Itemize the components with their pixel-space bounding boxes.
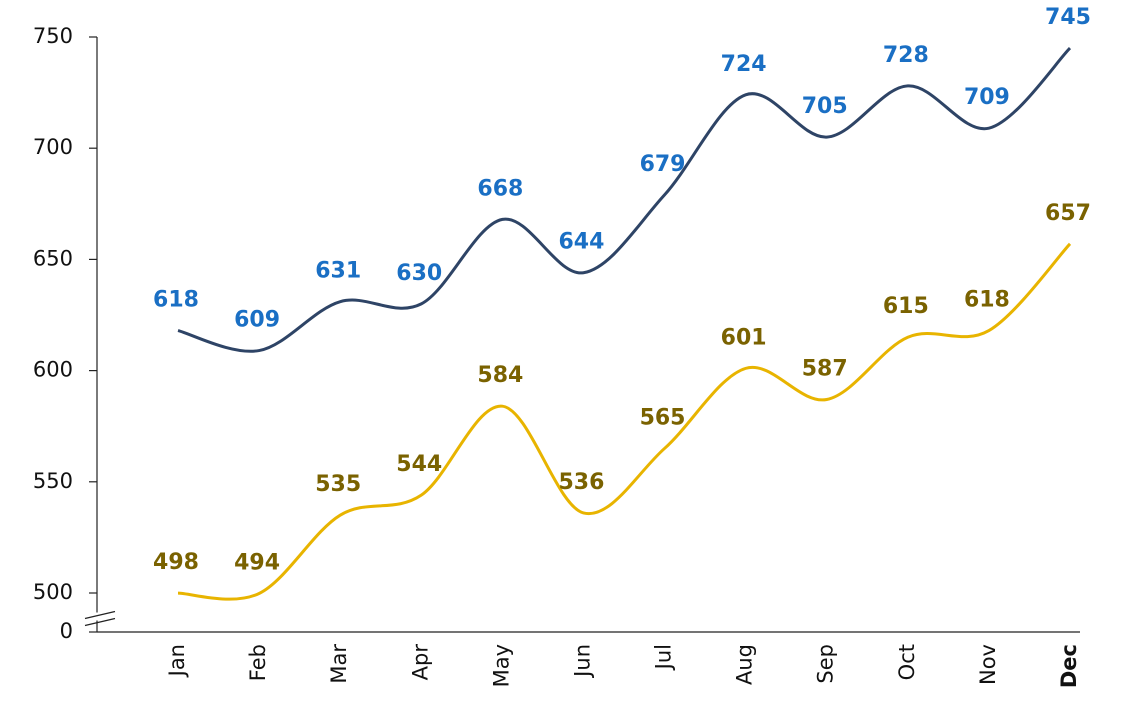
x-tick-label: Jun: [570, 644, 594, 679]
data-label: 724: [721, 52, 767, 77]
x-tick-label: Oct: [895, 644, 919, 680]
data-label: 609: [234, 308, 280, 333]
x-tick-label: Nov: [976, 644, 1000, 685]
data-label: 494: [234, 550, 280, 575]
y-tick-label: 700: [33, 135, 73, 159]
y-tick-label: 750: [33, 24, 73, 48]
x-tick-label: May: [489, 644, 513, 687]
x-tick-label: Mar: [327, 644, 351, 684]
data-label: 535: [315, 472, 361, 497]
data-label: 536: [558, 470, 604, 495]
x-tick-label: Aug: [733, 644, 757, 685]
data-label: 709: [964, 85, 1010, 110]
data-label: 745: [1045, 5, 1091, 30]
data-label: 565: [640, 405, 686, 430]
x-tick-label: Jul: [652, 644, 676, 671]
axis-break: [84, 617, 116, 627]
data-label: 618: [964, 288, 1010, 313]
y-tick-label: 650: [33, 246, 73, 270]
data-label: 618: [153, 288, 199, 313]
line: [177, 242, 1072, 601]
x-tick-label: Dec: [1057, 644, 1081, 688]
axis-break-gap: [93, 612, 101, 621]
data-label: 544: [396, 452, 442, 477]
y-tick-label: 550: [33, 469, 73, 493]
y-tick-label: 500: [33, 580, 73, 604]
data-label: 657: [1045, 201, 1091, 226]
line: [177, 47, 1072, 353]
data-label: 631: [315, 259, 361, 284]
data-label: 587: [802, 357, 848, 382]
data-label: 679: [640, 152, 686, 177]
data-label: 615: [883, 294, 929, 319]
x-tick-label: Jan: [165, 644, 189, 678]
data-label: 584: [477, 363, 523, 388]
y-tick-label: 0: [60, 619, 73, 643]
data-label: 705: [802, 94, 848, 119]
data-label: 498: [153, 550, 199, 575]
x-tick-label: Apr: [408, 644, 432, 681]
data-label: 601: [721, 325, 767, 350]
x-tick-label: Feb: [246, 644, 270, 681]
y-tick-label: 600: [33, 358, 73, 382]
data-label: 630: [396, 261, 442, 286]
data-label: 728: [883, 43, 929, 68]
data-label: 668: [477, 176, 523, 201]
axis-break: [84, 610, 116, 620]
x-tick-label: Sep: [814, 644, 838, 684]
data-label: 644: [558, 230, 604, 255]
